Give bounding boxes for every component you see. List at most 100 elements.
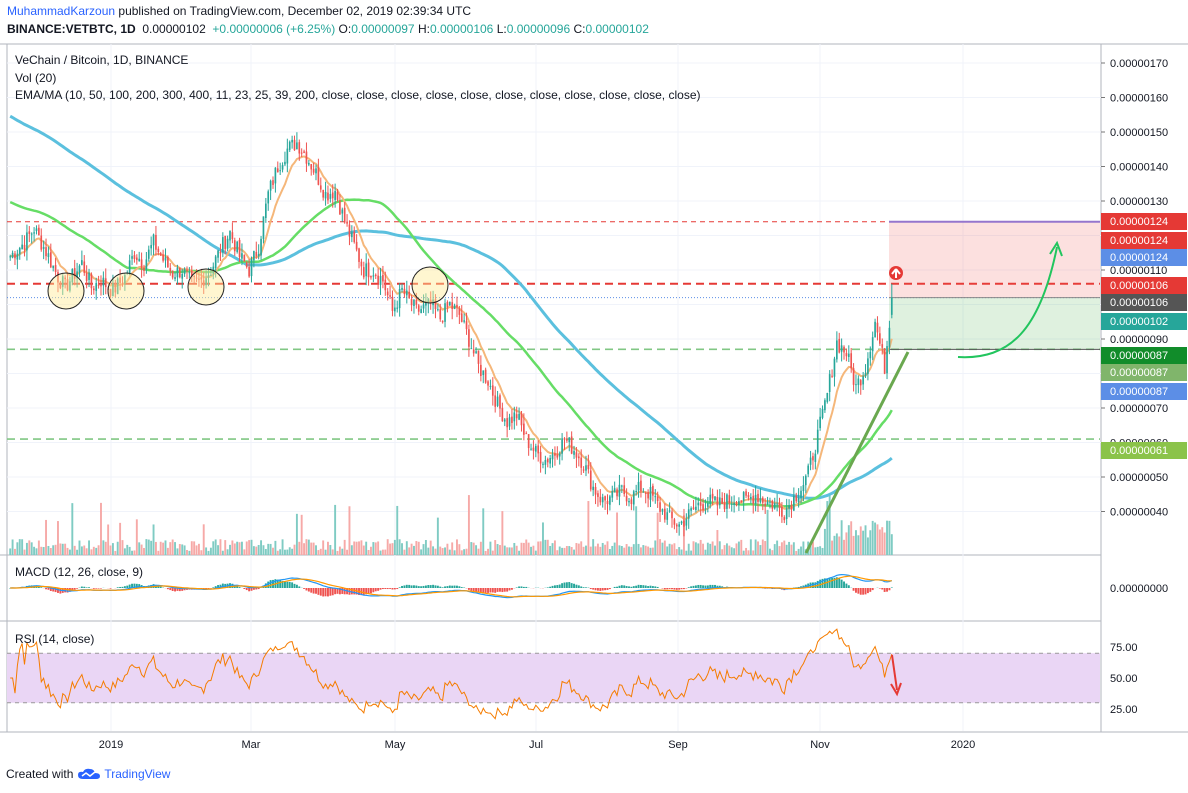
volume-bar [233,543,236,555]
macd-histogram-bar [85,587,88,588]
macd-histogram-bar [826,578,829,588]
volume-bar [78,540,81,555]
volume-bar [453,550,456,555]
candle-body [869,351,872,359]
candle-body [470,348,473,350]
macd-histogram-bar [133,583,136,588]
volume-bar [532,545,535,555]
macd-histogram-bar [353,588,356,595]
volume-bar [255,546,258,555]
candlesticks [9,132,893,537]
macd-histogram-bar [565,582,568,588]
volume-bar [456,539,458,555]
candle-body [374,274,377,276]
candle-body [716,496,719,506]
volume-bar [248,540,251,555]
candle-body [47,253,50,258]
volume-bar [159,541,162,555]
candle-body [620,485,623,487]
volume-bar [353,541,356,555]
volume-bar [451,542,454,555]
volume-bar [821,547,824,555]
volume-bar [338,546,341,555]
macd-histogram-bar [608,588,611,590]
volume-bar [85,548,88,555]
candle-body [764,503,767,506]
volume-bar [819,546,822,555]
candle-body [728,495,731,503]
volume-bar [288,547,291,555]
candle-body [797,497,800,503]
candle-body [788,505,790,509]
candle-body [131,256,133,259]
volume-bar [604,544,607,555]
volume-bar [553,540,556,555]
candle-body [546,458,549,463]
macd-histogram-bar [448,585,451,588]
macd-histogram-bar [606,588,609,590]
candle-body [18,247,21,255]
price-tick-label: 0.00000110 [1110,265,1167,277]
macd-legend: MACD (12, 26, close, 9) [15,565,144,579]
macd-histogram-bar [460,587,463,588]
volume-bar [272,547,274,555]
tradingview-logo[interactable]: TradingView [77,767,170,781]
low-value: 0.00000096 [506,22,571,36]
price-tick-label: 0.00000050 [1110,472,1168,484]
candle-body [575,452,578,458]
volume-bar [214,539,217,555]
candle-body [587,464,590,470]
candle-body [217,250,219,258]
candle-body [57,272,59,283]
macd-histogram-bar [682,588,685,590]
candle-body [752,495,755,504]
volume-bar [692,541,695,555]
volume-bar [410,543,413,555]
macd-histogram-bar [573,583,575,588]
macd-histogram-bar [269,580,272,588]
volume-bar [764,541,767,555]
volume-bar [666,546,669,555]
candle-body [771,500,774,509]
candle-body [616,489,618,497]
candle-body [214,256,217,269]
candle-body [821,408,824,418]
candle-body [544,460,547,465]
macd-histogram-bar [131,583,133,588]
volume-bar [417,541,420,555]
candle-body [128,260,131,274]
macd-histogram-bar [515,587,518,588]
macd-histogram-bar [501,588,504,593]
author-link[interactable]: MuhammadKarzoun [7,4,116,18]
volume-bar [224,540,227,555]
tradingview-brand: TradingView [104,767,171,781]
last-price: 0.00000102 [142,22,206,36]
candle-body [640,480,642,492]
volume-bar [663,540,666,555]
volume-bar [589,546,592,555]
macd-histogram-bar [212,587,215,588]
macd-histogram-bar [840,579,843,588]
macd-histogram-bar [350,588,353,595]
candle-body [735,503,738,506]
macd-histogram-bar [365,588,368,595]
candle-body [66,279,69,291]
macd-histogram-bar [71,588,74,591]
candle-body [9,256,12,258]
candle-body [864,373,867,377]
macd-histogram-bar [424,585,427,588]
candle-body [188,272,191,274]
volume-bar [329,545,332,555]
volume-bar [202,524,205,555]
macd-histogram-bar [255,588,258,590]
volume-bar [429,540,432,555]
volume-bar [690,550,693,555]
volume-bar [45,519,47,555]
candle-body [255,251,258,256]
volume-bar [783,540,786,555]
macd-histogram-bar [458,586,461,588]
time-tick-label: May [385,739,406,751]
candle-body [776,503,778,505]
candle-body [611,491,614,498]
